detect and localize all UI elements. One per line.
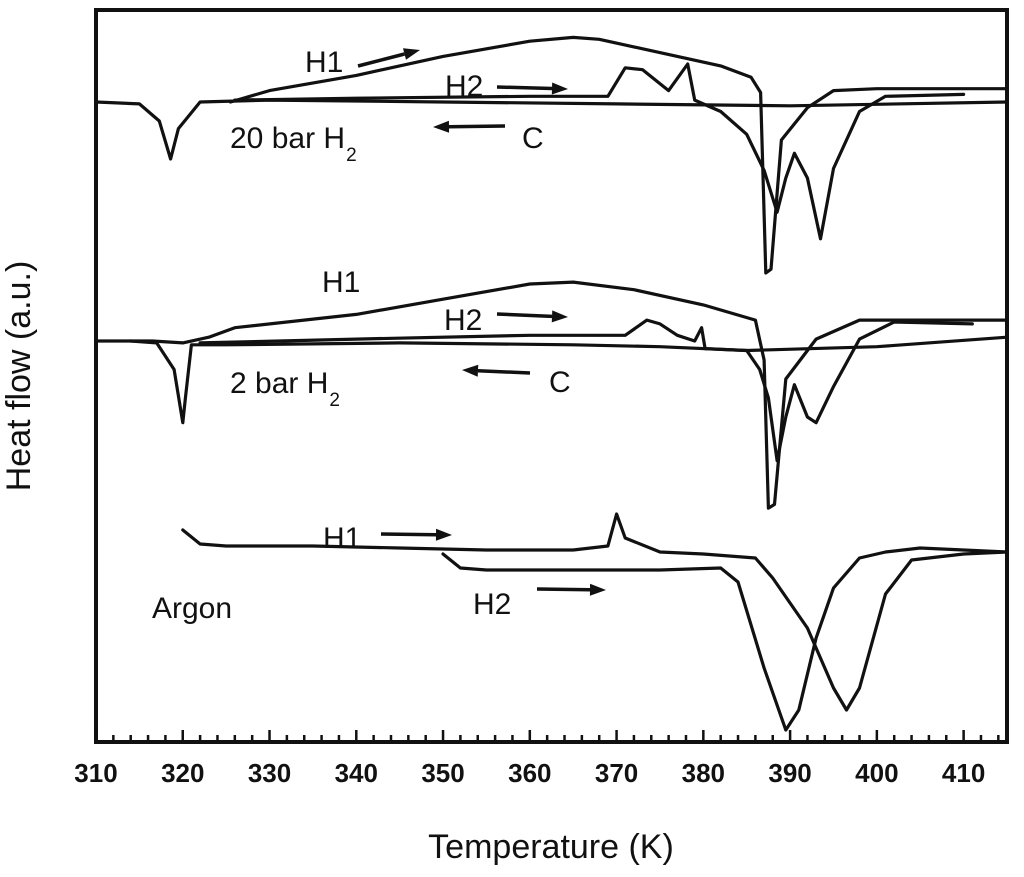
arrow-shaft (357, 52, 405, 68)
curve-group0-c (94, 98, 1009, 161)
curve-group1-h2 (198, 318, 974, 463)
group-label-subscript: 2 (329, 390, 340, 411)
x-tick-label: 350 (421, 758, 464, 788)
curves (94, 35, 1009, 732)
curve-group1-h1 (94, 280, 1009, 510)
x-tick-label: 310 (74, 758, 117, 788)
arrow-head (462, 364, 479, 377)
arrow-shaft (496, 312, 553, 319)
arrow-label-c: C (522, 122, 544, 155)
x-tick-label: 380 (682, 758, 725, 788)
y-axis-title: Heat flow (a.u.) (0, 261, 38, 492)
x-tick-label: 410 (942, 758, 985, 788)
arrow-label-c: C (549, 366, 571, 399)
arrow-head (551, 310, 568, 323)
x-axis-tick-labels: 310 320 330 340 350 360 370 380 390 400 410 (74, 758, 985, 788)
arrow-shaft (477, 368, 531, 375)
arrow-head (551, 82, 568, 95)
x-tick-label: 390 (768, 758, 811, 788)
x-tick-label: 340 (335, 758, 378, 788)
arrow-shaft (380, 532, 437, 537)
curve-group2-h1 (181, 512, 1009, 712)
curve-group2-h2 (441, 546, 1009, 732)
arrow-head (589, 583, 606, 596)
arrow-label-h1: H1 (323, 522, 361, 555)
curve-group0-h2 (233, 62, 966, 241)
arrow-head (403, 48, 420, 60)
x-tick-label: 330 (248, 758, 291, 788)
arrow-shaft (496, 85, 553, 91)
x-tick-label: 360 (508, 758, 551, 788)
arrow-shaft (448, 124, 506, 129)
plot-frame (94, 8, 1009, 744)
arrow-head (435, 528, 452, 541)
curve-group0-h1 (228, 35, 1009, 275)
x-tick-label: 370 (595, 758, 638, 788)
curve-group1-c (129, 335, 1009, 425)
x-axis-title: Temperature (K) (428, 828, 674, 866)
group-label-subscript: 2 (346, 145, 357, 166)
arrow-head (433, 120, 450, 133)
x-tick-label: 320 (161, 758, 204, 788)
group-label: Argon (152, 592, 232, 625)
group-label: 20 bar H (230, 122, 345, 155)
x-axis-ticks (94, 730, 1000, 742)
arrow-label-h2: H2 (444, 304, 482, 337)
x-tick-label: 400 (855, 758, 898, 788)
arrow-label-h2: H2 (473, 588, 511, 621)
arrow-shaft (536, 587, 591, 592)
arrow-label-h1: H1 (322, 266, 360, 299)
group-label: 2 bar H (230, 367, 328, 400)
arrow-label-h1: H1 (305, 46, 343, 79)
arrow-label-h2: H2 (445, 70, 483, 103)
